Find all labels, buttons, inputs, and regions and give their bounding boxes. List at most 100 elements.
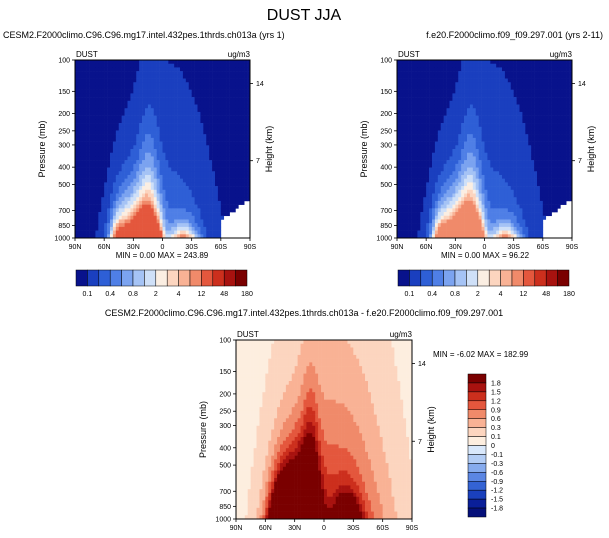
heatmap-cell — [197, 89, 201, 94]
heatmap-cell — [104, 208, 108, 213]
heatmap-cell — [467, 186, 471, 191]
heatmap-cell — [150, 60, 155, 65]
heatmap-cell — [481, 163, 485, 168]
heatmap-cell — [139, 197, 143, 202]
heatmap-cell — [238, 78, 242, 83]
heatmap-cell — [235, 111, 239, 116]
heatmap-cell — [136, 100, 140, 105]
heatmap-cell — [197, 85, 201, 90]
heatmap-cell — [171, 111, 175, 116]
heatmap-cell — [397, 85, 401, 90]
heatmap-cell — [499, 152, 503, 157]
heatmap-cell — [220, 93, 225, 98]
heatmap-cell — [182, 97, 187, 102]
heatmap-cell — [168, 160, 172, 165]
heatmap-cell — [502, 156, 506, 161]
heatmap-cell — [133, 167, 137, 172]
heatmap-cell — [89, 141, 93, 146]
heatmap-cell — [516, 160, 520, 165]
heatmap-cell — [399, 208, 404, 213]
heatmap-cell — [206, 74, 210, 79]
heatmap-cell — [434, 78, 439, 83]
heatmap-cell — [420, 230, 424, 235]
heatmap-cell — [429, 141, 433, 146]
heatmap-cell — [112, 167, 117, 172]
heatmap-cell — [92, 137, 96, 142]
heatmap-cell — [171, 219, 175, 224]
heatmap-cell — [469, 63, 474, 68]
heatmap-cell — [226, 85, 230, 90]
heatmap-cell — [223, 182, 227, 187]
heatmap-cell — [145, 193, 149, 198]
heatmap-cell — [217, 152, 222, 157]
heatmap-cell — [80, 174, 85, 179]
heatmap-cell — [185, 193, 190, 198]
heatmap-cell — [215, 71, 219, 76]
heatmap-cell — [461, 189, 465, 194]
heatmap-cell — [522, 226, 526, 231]
heatmap-cell — [235, 160, 239, 165]
heatmap-cell — [104, 100, 108, 105]
heatmap-cell — [139, 149, 143, 154]
heatmap-cell — [92, 219, 96, 224]
heatmap-cell — [95, 130, 99, 135]
heatmap-cell — [171, 223, 175, 228]
heatmap-cell — [426, 215, 430, 220]
heatmap-cell — [136, 152, 140, 157]
heatmap-cell — [432, 97, 436, 102]
heatmap-cell — [147, 60, 152, 65]
heatmap-cell — [247, 119, 251, 124]
heatmap-cell — [168, 63, 172, 68]
heatmap-cell — [429, 100, 433, 105]
heatmap-cell — [212, 189, 216, 194]
heatmap-cell — [185, 178, 190, 183]
heatmap-cell — [215, 97, 219, 102]
heatmap-cell — [417, 119, 421, 124]
heatmap-cell — [112, 149, 117, 154]
heatmap-cell — [77, 174, 82, 179]
heatmap-cell — [177, 119, 181, 124]
heatmap-cell — [223, 141, 227, 146]
heatmap-cell — [487, 74, 491, 79]
heatmap-cell — [188, 100, 192, 105]
heatmap-cell — [121, 100, 125, 105]
heatmap-cell — [89, 215, 93, 220]
heatmap-cell — [487, 137, 491, 142]
heatmap-cell — [434, 141, 439, 146]
heatmap-cell — [150, 130, 155, 135]
heatmap-cell — [215, 234, 219, 239]
heatmap-cell — [95, 212, 99, 217]
heatmap-cell — [478, 104, 482, 109]
heatmap-cell — [247, 149, 251, 154]
heatmap-cell — [118, 234, 122, 239]
heatmap-cell — [191, 108, 195, 113]
heatmap-cell — [446, 74, 450, 79]
heatmap-cell — [481, 208, 485, 213]
heatmap-cell — [432, 200, 436, 205]
heatmap-cell — [513, 178, 517, 183]
heatmap-cell — [235, 167, 239, 172]
heatmap-cell — [440, 208, 444, 213]
heatmap-cell — [150, 126, 155, 131]
heatmap-cell — [458, 215, 462, 220]
heatmap-cell — [496, 212, 500, 217]
heatmap-cell — [423, 230, 427, 235]
heatmap-cell — [420, 85, 424, 90]
heatmap-cell — [156, 89, 160, 94]
heatmap-cell — [504, 197, 509, 202]
heatmap-cell — [235, 74, 239, 79]
heatmap-cell — [467, 93, 471, 98]
heatmap-cell — [124, 137, 128, 142]
heatmap-cell — [522, 145, 526, 150]
heatmap-cell — [458, 67, 462, 72]
heatmap-cell — [513, 156, 517, 161]
heatmap-cell — [507, 163, 512, 168]
heatmap-cell — [426, 226, 430, 231]
heatmap-cell — [110, 174, 114, 179]
heatmap-cell — [142, 60, 146, 65]
heatmap-cell — [121, 149, 125, 154]
heatmap-cell — [139, 160, 143, 165]
heatmap-cell — [522, 230, 526, 235]
heatmap-cell — [156, 119, 160, 124]
heatmap-cell — [98, 197, 102, 202]
